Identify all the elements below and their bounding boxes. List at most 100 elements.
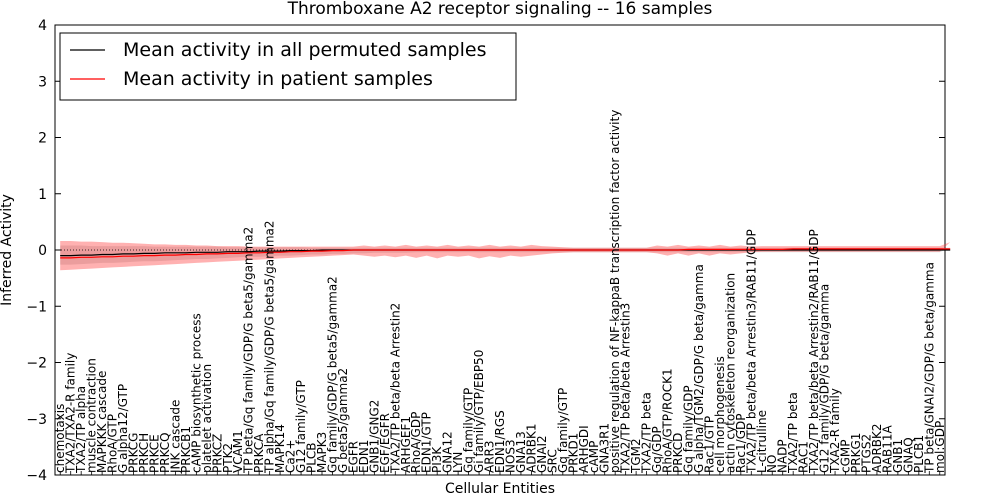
x-tick-label: PRKD1 xyxy=(566,433,580,473)
y-axis-title: Inferred Activity xyxy=(0,194,15,306)
x-tick-label: TP beta/Gq family/GDP/G beta5/gamma2 xyxy=(242,227,256,474)
x-tick-label: PRKCD xyxy=(671,433,685,473)
x-tick-label: GNA12 xyxy=(441,431,455,473)
x-tick-label: TXA2/TP beta/beta Arrestin2/RAB11/GDP xyxy=(807,229,821,474)
x-tick-label: VCAM1 xyxy=(231,430,245,473)
x-axis-title: Cellular Entities xyxy=(445,481,555,497)
x-tick-label: EDN1/GTP xyxy=(420,412,434,473)
x-tick-label: TXA2-R family xyxy=(828,388,842,474)
x-tick-label: NADP xyxy=(776,439,790,473)
x-tick-label: Gq family/GDP/G beta5/gamma2 xyxy=(326,276,340,473)
y-tick-label: 1 xyxy=(38,187,47,203)
x-tick-label: PLCB1 xyxy=(912,435,926,473)
x-tick-label: ADRBK1 xyxy=(524,423,538,473)
chart-title: Thromboxane A2 receptor signaling -- 16 … xyxy=(287,0,713,19)
x-tick-label: TXA2/TP beta xyxy=(786,392,800,474)
series-1-band xyxy=(60,241,951,271)
x-tick-label: chemotaxis xyxy=(53,404,67,473)
x-tick-label: G alpha/TGM2/GDP/G beta/gamma xyxy=(692,264,706,473)
x-tick-label: G alpha12/GTP xyxy=(116,384,130,473)
x-tick-label: ADRBK2 xyxy=(870,423,884,473)
x-tick-label: PRKCZ xyxy=(210,434,224,473)
x-tick-label: platelet activation xyxy=(200,364,214,473)
x-tick-label: TXA2/TP beta xyxy=(640,392,654,474)
x-tick-label: GNA13 xyxy=(514,431,528,473)
y-tick-label: 3 xyxy=(38,74,47,90)
x-tick-label: cAMP biosynthetic process xyxy=(189,313,203,473)
x-tick-label: EDN1 xyxy=(357,440,371,473)
x-tick-label: ARR3 xyxy=(483,440,497,473)
x-tick-label: RhoA/GTP xyxy=(106,414,120,473)
x-tick-label: TP beta/GNAI2/GDP/G beta/gamma xyxy=(922,262,936,474)
x-tick-label: Gq/GDP xyxy=(650,426,664,473)
y-tick-label: 2 xyxy=(38,131,47,147)
y-tick-label: 0 xyxy=(38,243,47,259)
x-tick-label: Gq family/GDP xyxy=(682,385,696,473)
x-tick-label: EGF/EGFR xyxy=(378,413,392,473)
x-tick-label: cell morphogenesis xyxy=(713,356,727,473)
x-tick-label: LYN xyxy=(451,452,465,473)
x-tick-label: TP alpha/Gq family/GDP/G beta5/gamma2 xyxy=(263,220,277,474)
x-tick-label: TGM2 xyxy=(629,438,643,474)
x-tick-label: PRKG1 xyxy=(849,433,863,473)
x-tick-label: NO xyxy=(765,455,779,473)
x-tick-label: GNAI2 xyxy=(535,435,549,473)
y-tick-label: 4 xyxy=(38,18,47,34)
x-tick-label: TXA2/TP alpha xyxy=(74,386,88,474)
x-tick-label: PRKCH xyxy=(137,433,151,473)
x-tick-label: G beta5/gamma2 xyxy=(336,368,350,473)
x-tick-label: PTGS2 xyxy=(860,434,874,473)
x-tick-label: Rac1/GDP xyxy=(734,414,748,473)
y-tick-label: −3 xyxy=(26,412,47,428)
x-tick-label: cGMP xyxy=(839,440,853,474)
x-tick-label: cAMP xyxy=(587,441,601,473)
x-tick-label: GNB1 xyxy=(891,439,905,473)
legend: Mean activity in all permuted samples Me… xyxy=(59,32,517,101)
x-tick-label: RAB11A xyxy=(880,424,894,473)
x-tick-label: Ca2+ xyxy=(284,440,298,473)
x-tick-label: mol:GDP xyxy=(933,421,947,473)
x-tick-label: Rac1/GTP xyxy=(702,416,716,473)
legend-frame xyxy=(59,32,517,101)
x-tick-label: TXA2/TP beta/beta Arrestin2 xyxy=(388,303,402,474)
x-tick-label: positive regulation of NF-kappaB transcr… xyxy=(608,110,622,473)
x-tick-label: MAPK3 xyxy=(315,432,329,473)
x-tick-label: Gq family/GTP xyxy=(556,388,570,473)
x-tick-label: GNAQ xyxy=(901,437,915,473)
x-tick-label: EGFR xyxy=(346,441,360,473)
x-tick-label: PRKCB1 xyxy=(179,426,193,473)
legend-label-patient: Mean activity in patient samples xyxy=(123,68,433,90)
x-tick-label: TXA2/TP beta/beta Arrestin3 xyxy=(619,303,633,474)
legend-label-permuted: Mean activity in all permuted samples xyxy=(123,39,486,61)
x-tick-label: ARHGEF1 xyxy=(399,416,413,473)
x-tick-label: MAPK14 xyxy=(273,424,287,473)
x-tick-label: SRC xyxy=(545,449,559,473)
x-tick-label: muscle contraction xyxy=(85,358,99,473)
y-tick-label: −2 xyxy=(26,356,47,372)
x-tick-label: NOS3 xyxy=(504,439,518,473)
x-tick-label: JNK cascade xyxy=(168,400,182,474)
x-tick-label: PLCB xyxy=(305,442,319,473)
x-tick-label: PRKCA xyxy=(252,433,266,473)
y-tick-label: −1 xyxy=(26,299,47,315)
x-tick-label: RhoA/GDP xyxy=(409,412,423,473)
x-tick-label: TXA2/TP beta/beta Arrestin3/RAB11/GDP xyxy=(744,229,758,474)
x-tick-label: GNB1/GNG2 xyxy=(367,400,381,473)
x-tick-label: PRKCQ xyxy=(158,432,172,473)
x-tick-label: PRKCE xyxy=(148,434,162,473)
x-tick-label: MAPKKK cascade xyxy=(95,371,109,473)
x-tick-label: ARHGDI xyxy=(577,425,591,473)
x-tick-label: TXA2/TXA2-R family xyxy=(64,353,78,474)
x-tick-label: PRKCG xyxy=(127,433,141,473)
x-tick-label: Gq family/GTP xyxy=(462,388,476,473)
x-tick-label: RAC1 xyxy=(797,441,811,473)
y-tick-label: −4 xyxy=(26,468,47,484)
x-tick-label: GNA3R1 xyxy=(598,423,612,473)
x-tick-label: G12 family/GTP xyxy=(294,380,308,473)
series-1-line xyxy=(60,248,951,259)
x-tick-label: Gi family/GTP/EBP50 xyxy=(472,350,486,473)
x-tick-label: G12 family/GDP/G beta/gamma xyxy=(818,284,832,473)
x-tick-label: PI3K xyxy=(430,446,444,473)
x-tick-label: PTK2 xyxy=(221,443,235,473)
